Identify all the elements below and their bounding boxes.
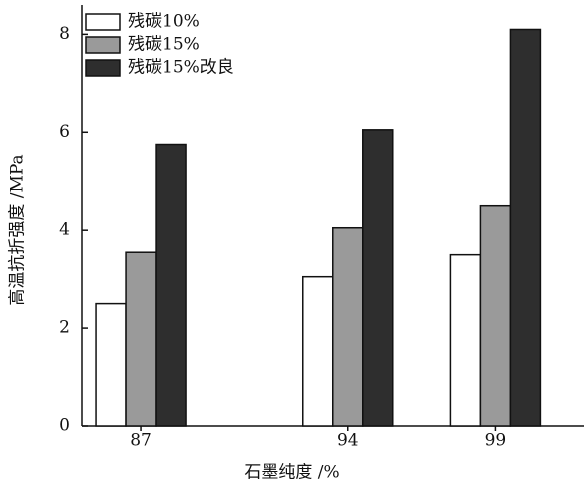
bar [155,143,187,427]
x-tick-label: 87 [130,431,152,451]
x-tick-label: 99 [485,431,507,451]
legend-label: 残碳15%改良 [128,58,234,78]
bar [332,226,364,427]
y-tick-label: 6 [59,122,70,142]
legend-label: 残碳15% [128,35,200,55]
legend-swatch [85,36,121,54]
bar [95,302,127,427]
legend-swatch [85,59,121,77]
bar [125,251,157,427]
bar [479,204,512,427]
y-axis-label: 高温抗折强度 /MPa [8,154,28,305]
y-tick-label: 4 [59,220,70,240]
bar [509,28,542,427]
x-tick-label: 94 [337,431,359,451]
bar [362,129,394,427]
legend-label: 残碳10% [128,12,200,32]
bar [302,275,334,427]
y-tick-label: 2 [59,318,70,338]
legend-swatch [85,13,121,31]
x-axis-label: 石墨纯度 /% [244,463,339,483]
y-tick-label: 8 [59,24,70,44]
y-tick-label: 0 [59,416,70,436]
bar [449,253,482,427]
